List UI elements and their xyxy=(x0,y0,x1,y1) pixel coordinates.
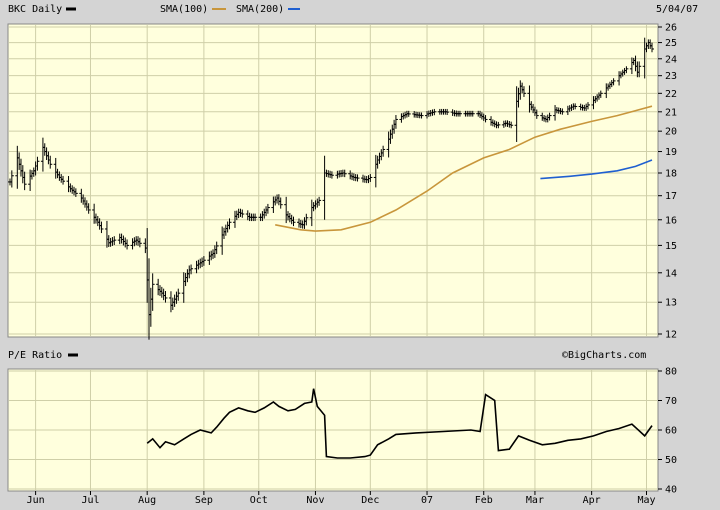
x-tick-label: Dec xyxy=(361,495,379,506)
price-grid xyxy=(9,25,657,336)
sma200-line xyxy=(540,159,653,180)
x-tick-label: Oct xyxy=(250,495,268,506)
pe-y-tick-label: 40 xyxy=(665,485,677,496)
price-y-tick-label: 13 xyxy=(665,298,677,309)
price-y-tick-label: 24 xyxy=(665,54,677,65)
sma200-series xyxy=(540,159,653,180)
price-y-tick-label: 15 xyxy=(665,241,677,252)
pe-y-axis: 40 50 60 70 80 xyxy=(658,367,677,496)
x-tick-label: Feb xyxy=(475,495,493,506)
sma100-label: SMA(100) xyxy=(160,4,208,15)
price-y-tick-label: 12 xyxy=(665,330,677,341)
date-label: 5/04/07 xyxy=(656,4,698,15)
price-y-tick-label: 26 xyxy=(665,23,677,34)
pe-y-tick-label: 60 xyxy=(665,426,677,437)
price-y-axis: 12 13 14 15 16 17 18 19 20 21 22 23 24 25 26 xyxy=(658,23,677,341)
x-tick-label: 07 xyxy=(421,495,433,506)
pe-grid xyxy=(9,370,657,490)
price-y-tick-label: 14 xyxy=(665,268,677,279)
price-y-tick-label: 23 xyxy=(665,71,677,82)
date-x-axis: Jun Jul Aug Sep Oct Nov Dec 07 Feb Mar Apr May xyxy=(27,491,656,506)
price-y-tick-label: 25 xyxy=(665,38,677,49)
x-tick-label: Jun xyxy=(27,495,45,506)
price-y-tick-label: 20 xyxy=(665,127,677,138)
price-y-tick-label: 18 xyxy=(665,169,677,180)
x-tick-label: Aug xyxy=(138,495,156,506)
pe-y-tick-label: 80 xyxy=(665,367,677,378)
price-bars-series xyxy=(8,37,654,340)
sma100-series xyxy=(275,105,653,232)
x-tick-label: Jul xyxy=(81,495,99,506)
pe-ratio-line xyxy=(146,388,653,459)
price-y-tick-label: 16 xyxy=(665,215,677,226)
x-tick-label: Mar xyxy=(526,495,544,506)
symbol-label: BKC Daily xyxy=(8,4,62,15)
pe-ratio-series xyxy=(146,388,653,459)
x-tick-label: Sep xyxy=(195,495,213,506)
pe-y-tick-label: 50 xyxy=(665,455,677,466)
pe-y-tick-label: 70 xyxy=(665,396,677,407)
x-tick-label: May xyxy=(637,495,655,506)
x-tick-label: Nov xyxy=(306,495,324,506)
price-y-tick-label: 21 xyxy=(665,107,677,118)
x-tick-label: Apr xyxy=(583,495,601,506)
bigcharts-watermark: ©BigCharts.com xyxy=(562,350,646,361)
price-y-tick-label: 22 xyxy=(665,89,677,100)
price-y-tick-label: 17 xyxy=(665,191,677,202)
sma200-label: SMA(200) xyxy=(236,4,284,15)
price-y-tick-label: 19 xyxy=(665,147,677,158)
price-plot-area xyxy=(7,23,659,338)
sma100-line xyxy=(275,105,653,232)
pe-panel-title: P/E Ratio xyxy=(8,350,62,361)
